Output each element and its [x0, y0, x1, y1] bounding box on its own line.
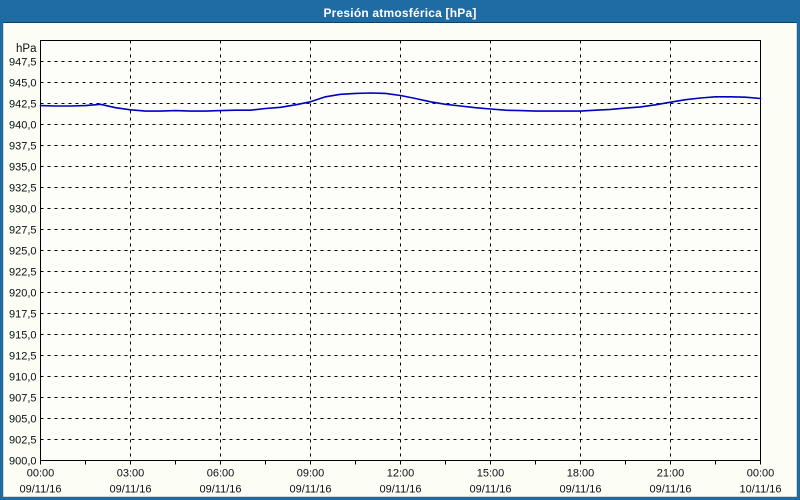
x-axis-time-label: 00:00: [27, 468, 55, 480]
pressure-line: [39, 92, 762, 112]
chart-area: hPa 947,5 945,0 942,5 940,0 937,5 935,0 932,5 93…: [3, 23, 797, 497]
y-axis-label: 915,0: [9, 330, 37, 342]
pressure-chart: hPa 947,5 945,0 942,5 940,0 937,5 935,0 932,5 93…: [9, 40, 782, 496]
y-axis-label: 930,0: [9, 204, 37, 216]
y-axis-label: 907,5: [9, 393, 37, 405]
y-axis-label: 925,0: [9, 246, 37, 258]
y-axis-label: 927,5: [9, 225, 37, 237]
chart-title-bar: Presión atmosférica [hPa]: [3, 3, 797, 23]
y-axis-label: 932,5: [9, 183, 37, 195]
y-axis-label: 940,0: [9, 120, 37, 132]
x-axis-time-label: 06:00: [207, 468, 235, 480]
y-axis-label: 945,0: [9, 78, 37, 90]
x-axis-date-label: 09/11/16: [559, 484, 601, 496]
y-axis-label: 910,0: [9, 372, 37, 384]
x-axis-date-label: 09/11/16: [649, 484, 691, 496]
y-axis-label: 935,0: [9, 162, 37, 174]
x-axis-date-label: 09/11/16: [109, 484, 151, 496]
x-axis-date-label: 09/11/16: [289, 484, 331, 496]
y-axis-label: 942,5: [9, 99, 37, 111]
y-axis-label: 947,5: [9, 57, 37, 69]
x-axis-date-label: 09/11/16: [379, 484, 421, 496]
x-axis-time-label: 12:00: [387, 468, 415, 480]
y-axis-label: 900,0: [9, 456, 37, 468]
y-axis-label: 917,5: [9, 309, 37, 321]
x-axis-time-label: 15:00: [477, 468, 505, 480]
y-axis-label: 937,5: [9, 141, 37, 153]
x-axis-date-label: 09/11/16: [469, 484, 511, 496]
y-axis-label: 912,5: [9, 351, 37, 363]
y-axis-label: 905,0: [9, 414, 37, 426]
y-axis-unit-label: hPa: [16, 43, 37, 55]
x-axis-date-label: 09/11/16: [19, 484, 61, 496]
x-axis-time-label: 00:00: [747, 468, 775, 480]
x-axis-date-label: 09/11/16: [199, 484, 241, 496]
x-axis-time-label: 09:00: [297, 468, 325, 480]
x-axis-time-label: 21:00: [657, 468, 685, 480]
x-axis-time-label: 03:00: [117, 468, 145, 480]
y-axis-label: 920,0: [9, 288, 37, 300]
x-axis-date-label: 10/11/16: [739, 484, 781, 496]
chart-title: Presión atmosférica [hPa]: [323, 5, 477, 20]
y-axis-label: 902,5: [9, 435, 37, 447]
x-axis-time-label: 18:00: [567, 468, 595, 480]
y-axis-label: 922,5: [9, 267, 37, 279]
